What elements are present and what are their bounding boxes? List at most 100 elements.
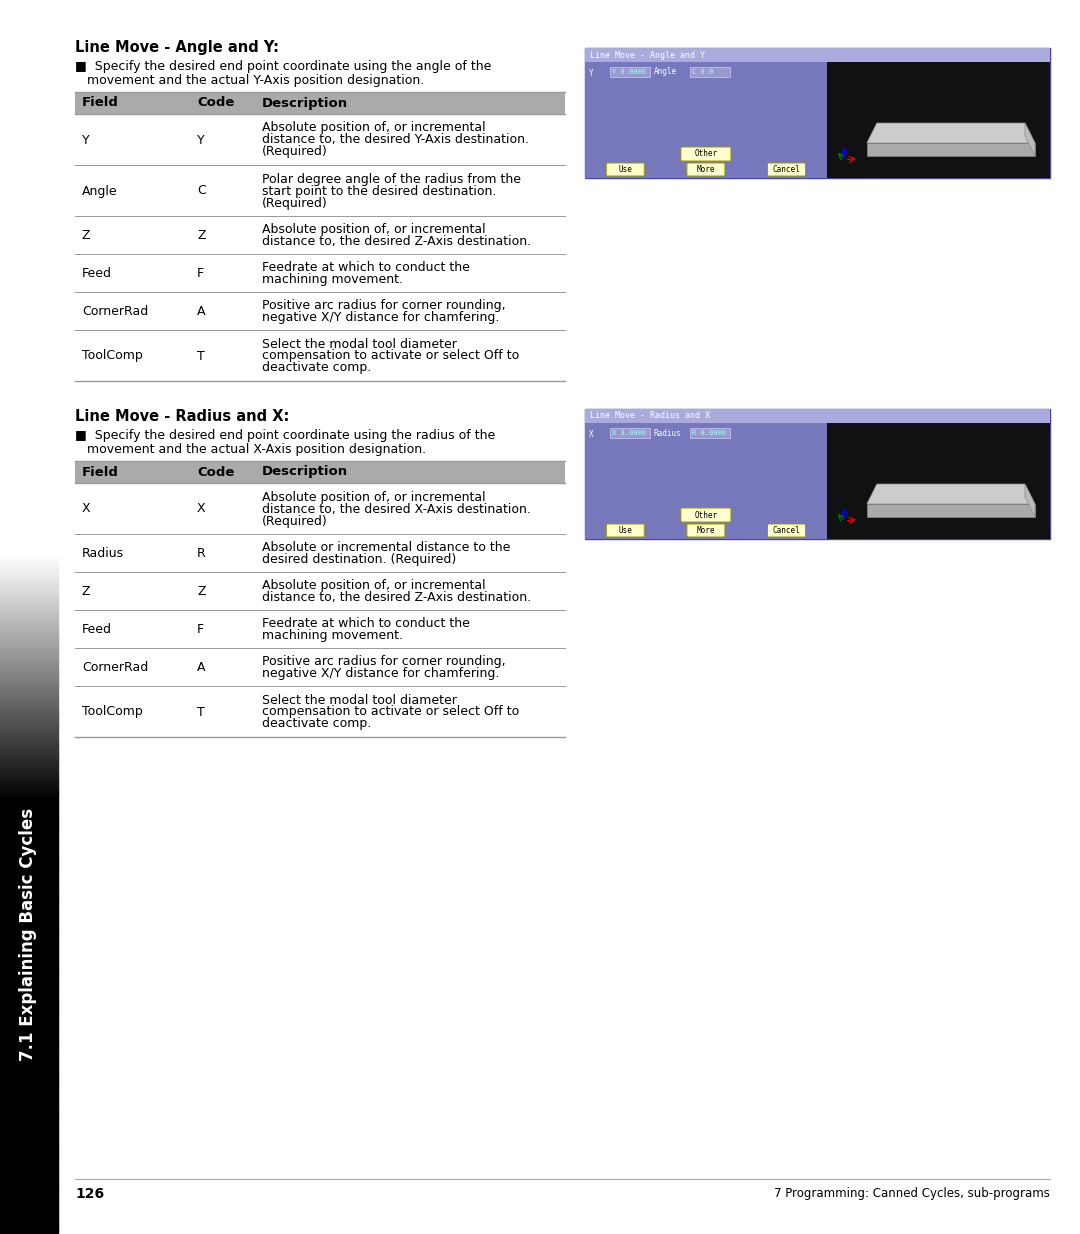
Bar [0, 903, 58, 907]
Text: ToolComp: ToolComp [82, 706, 143, 718]
Bar [0, 77, 58, 80]
Bar [0, 1030, 58, 1034]
Bar [0, 860, 58, 864]
Bar [0, 27, 58, 31]
Bar [0, 521, 58, 524]
Bar [0, 842, 58, 845]
Text: Description: Description [262, 465, 348, 479]
Bar [0, 243, 58, 247]
Bar [0, 666, 58, 669]
Bar [0, 222, 58, 226]
Bar [0, 946, 58, 950]
Bar [0, 1132, 58, 1135]
Bar [0, 450, 58, 454]
Text: Use: Use [619, 165, 632, 174]
Bar [0, 749, 58, 753]
Bar [690, 67, 730, 77]
Bar [0, 965, 58, 969]
Bar [0, 19, 58, 22]
Bar [0, 496, 58, 500]
Bar [0, 1191, 58, 1195]
Text: C: C [197, 185, 206, 197]
Bar [75, 114, 565, 165]
Bar [0, 463, 58, 466]
Bar [0, 212, 58, 216]
Bar [0, 358, 58, 362]
FancyBboxPatch shape [768, 524, 806, 537]
Text: Absolute or incremental distance to the: Absolute or incremental distance to the [262, 540, 511, 554]
Bar [0, 191, 58, 195]
Bar [0, 228, 58, 232]
Bar [0, 142, 58, 144]
Bar [0, 1006, 58, 1009]
Bar [0, 1049, 58, 1051]
Text: Feedrate at which to conduct the: Feedrate at which to conduct the [262, 262, 470, 274]
Bar [0, 882, 58, 886]
Bar [0, 595, 58, 598]
Bar [0, 981, 58, 985]
Bar [0, 12, 58, 15]
Bar [0, 339, 58, 342]
Bar [0, 901, 58, 903]
Bar [0, 956, 58, 960]
Bar [0, 533, 58, 537]
Bar [0, 1024, 58, 1027]
Bar [827, 62, 1050, 178]
Bar [585, 48, 1050, 62]
Bar [0, 524, 58, 528]
Bar [0, 632, 58, 636]
Bar [0, 619, 58, 623]
Bar [0, 515, 58, 518]
Bar [0, 959, 58, 963]
Text: (Required): (Required) [262, 146, 327, 158]
Bar [0, 1215, 58, 1219]
Bar [0, 669, 58, 673]
Text: Y: Y [82, 133, 90, 147]
Bar [0, 490, 58, 494]
Bar [0, 68, 58, 70]
Bar [0, 934, 58, 938]
Text: distance to, the desired X-Axis destination.: distance to, the desired X-Axis destinat… [262, 502, 531, 516]
Text: Line Move - Radius and X: Line Move - Radius and X [590, 411, 710, 421]
Bar [0, 771, 58, 775]
Bar [0, 897, 58, 901]
Bar [0, 447, 58, 450]
Bar [0, 231, 58, 234]
Bar [0, 990, 58, 993]
Bar [0, 1144, 58, 1148]
Bar [0, 469, 58, 473]
Bar [0, 123, 58, 126]
FancyBboxPatch shape [687, 163, 725, 176]
Bar [0, 598, 58, 602]
Bar [0, 928, 58, 932]
Bar [0, 457, 58, 460]
Bar [0, 1119, 58, 1123]
Bar [0, 1181, 58, 1185]
Bar [0, 1064, 58, 1067]
Bar [0, 308, 58, 312]
Bar [0, 1222, 58, 1224]
Bar [0, 1197, 58, 1199]
Bar [0, 234, 58, 237]
Bar [0, 650, 58, 654]
Bar [0, 311, 58, 315]
Text: distance to, the desired Y-Axis destination.: distance to, the desired Y-Axis destinat… [262, 133, 529, 147]
Bar [0, 136, 58, 139]
Bar [0, 383, 58, 385]
Bar [0, 1086, 58, 1090]
Text: Description: Description [262, 96, 348, 110]
Bar [0, 1107, 58, 1111]
Bar [0, 1141, 58, 1145]
Bar [75, 462, 565, 482]
Bar [0, 780, 58, 784]
Bar [0, 274, 58, 278]
Bar [0, 561, 58, 565]
Bar [0, 938, 58, 940]
Bar [0, 969, 58, 972]
Bar [0, 1018, 58, 1022]
Bar [0, 987, 58, 990]
Text: Z: Z [82, 585, 91, 598]
Bar [0, 333, 58, 337]
Bar [0, 687, 58, 691]
Bar [585, 62, 827, 178]
